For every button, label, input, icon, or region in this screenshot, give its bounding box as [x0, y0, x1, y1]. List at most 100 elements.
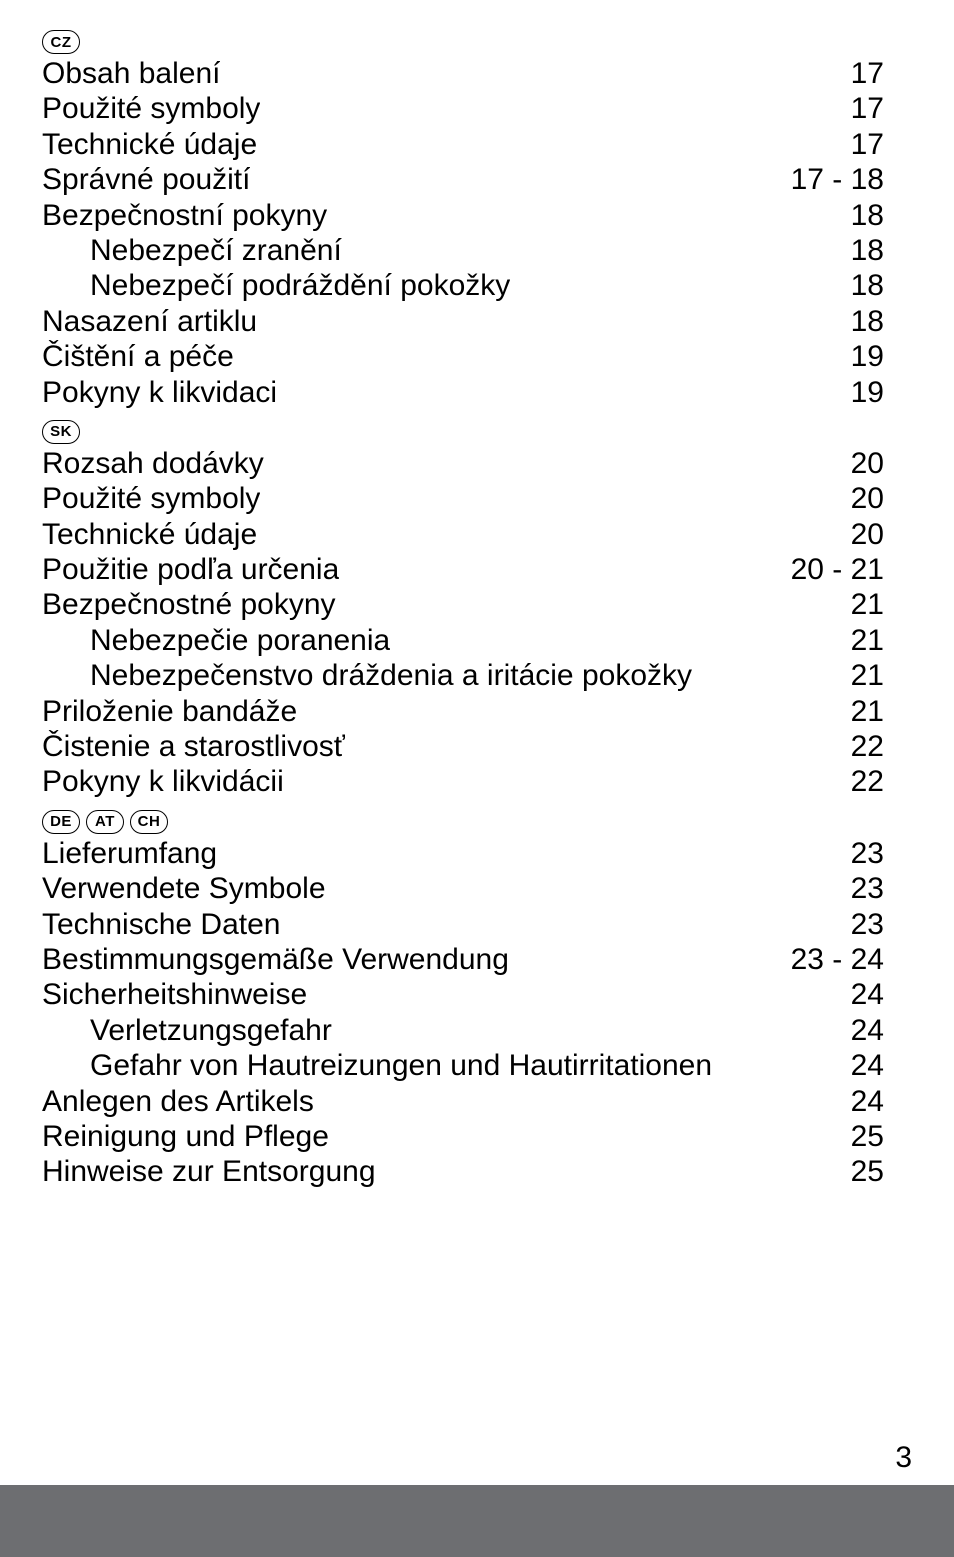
toc-label: Nasazení artiklu	[42, 304, 257, 339]
page-number: 3	[895, 1441, 912, 1475]
toc-entry: Nasazení artiklu 18	[42, 304, 884, 339]
toc-entry: Pokyny k likvidácii 22	[42, 764, 884, 799]
toc-label: Obsah balení	[42, 56, 220, 91]
toc-label: Priloženie bandáže	[42, 694, 297, 729]
toc-label: Čištění a péče	[42, 339, 234, 374]
toc-label: Nebezpečenstvo dráždenia a iritácie poko…	[42, 658, 692, 693]
toc-entry: Čištění a péče 19	[42, 339, 884, 374]
toc-entry: Bestimmungsgemäße Verwendung 23 - 24	[42, 942, 884, 977]
toc-page: 23	[839, 836, 884, 871]
toc-page: 20	[839, 446, 884, 481]
toc-page: 17	[839, 127, 884, 162]
toc-entry: Lieferumfang 23	[42, 836, 884, 871]
toc-label: Sicherheitshinweise	[42, 977, 307, 1012]
toc-label: Rozsah dodávky	[42, 446, 264, 481]
toc-entry: Technické údaje 20	[42, 517, 884, 552]
toc-page: 17	[839, 56, 884, 91]
toc-label: Použité symboly	[42, 481, 260, 516]
toc-entry: Čistenie a starostlivosť 22	[42, 729, 884, 764]
toc-label: Technické údaje	[42, 517, 257, 552]
toc-label: Anlegen des Artikels	[42, 1084, 314, 1119]
toc-entry: Technické údaje 17	[42, 127, 884, 162]
toc-page: 23	[839, 907, 884, 942]
toc-page: 24	[839, 977, 884, 1012]
toc-page: 23 - 24	[779, 942, 884, 977]
toc-label: Technické údaje	[42, 127, 257, 162]
footer-bar: 3	[0, 1485, 954, 1557]
toc-entry: Verletzungsgefahr24	[42, 1013, 884, 1048]
toc-entry: Nebezpečí podráždění pokožky 18	[42, 268, 884, 303]
toc-entry: Pokyny k likvidaci 19	[42, 375, 884, 410]
language-badges: CZ	[42, 30, 884, 54]
toc-page: 21	[839, 623, 884, 658]
toc-page: 20	[839, 517, 884, 552]
toc-page: 25	[839, 1119, 884, 1154]
badge-sk: SK	[42, 420, 80, 444]
toc-label: Použitie podľa určenia	[42, 552, 339, 587]
toc-label: Verwendete Symbole	[42, 871, 326, 906]
toc-entry: Nebezpečie poranenia 21	[42, 623, 884, 658]
toc-label: Čistenie a starostlivosť	[42, 729, 345, 764]
toc-entry: Gefahr von Hautreizungen und Hautirritat…	[42, 1048, 884, 1083]
toc-entry: Hinweise zur Entsorgung 25	[42, 1154, 884, 1189]
toc-entry: Sicherheitshinweise 24	[42, 977, 884, 1012]
toc-page: 19	[839, 339, 884, 374]
badge-ch: CH	[130, 810, 168, 834]
toc-page: 18	[839, 233, 884, 268]
toc-page: 17	[839, 91, 884, 126]
toc-label: Bezpečnostné pokyny	[42, 587, 336, 622]
toc-label: Bezpečnostní pokyny	[42, 198, 327, 233]
toc-page: 25	[839, 1154, 884, 1189]
badge-de: DE	[42, 810, 80, 834]
toc-page: 24	[839, 1048, 884, 1083]
toc-page: 19	[839, 375, 884, 410]
toc-label: Hinweise zur Entsorgung	[42, 1154, 376, 1189]
toc-label: Lieferumfang	[42, 836, 217, 871]
toc-section-sk: SK Rozsah dodávky20 Použité symboly20 Te…	[42, 420, 884, 800]
toc-page: 21	[839, 658, 884, 693]
toc-entry: Technische Daten 23	[42, 907, 884, 942]
toc-entry: Nebezpečí zranění 18	[42, 233, 884, 268]
badge-at: AT	[86, 810, 124, 834]
toc-label: Použité symboly	[42, 91, 260, 126]
toc-label: Reinigung und Pflege	[42, 1119, 329, 1154]
badge-cz: CZ	[42, 30, 80, 54]
toc-entry: Anlegen des Artikels 24	[42, 1084, 884, 1119]
toc-label: Nebezpečí zranění	[42, 233, 342, 268]
toc-entry: Použitie podľa určenia 20 - 21	[42, 552, 884, 587]
toc-page: 22	[839, 729, 884, 764]
toc-page: 18	[839, 304, 884, 339]
toc-label: Pokyny k likvidaci	[42, 375, 277, 410]
toc-page: 21	[839, 587, 884, 622]
toc-section-de-at-ch: DE AT CH Lieferumfang 23 Verwendete Symbo…	[42, 810, 884, 1190]
toc-page: 17 - 18	[779, 162, 884, 197]
toc-page: 24	[839, 1084, 884, 1119]
toc-label: Nebezpečí podráždění pokožky	[42, 268, 510, 303]
toc-entry: Reinigung und Pflege 25	[42, 1119, 884, 1154]
toc-label: Pokyny k likvidácii	[42, 764, 284, 799]
toc-section-cz: CZ Obsah balení 17 Použité symboly 17 Tech…	[42, 30, 884, 410]
toc-entry: Použité symboly 17	[42, 91, 884, 126]
toc-label: Technische Daten	[42, 907, 280, 942]
toc-label: Bestimmungsgemäße Verwendung	[42, 942, 509, 977]
toc-label: Správné použití	[42, 162, 250, 197]
toc-page: 21	[839, 694, 884, 729]
toc-page: 20 - 21	[779, 552, 884, 587]
toc-page: 18	[839, 198, 884, 233]
language-badges: DE AT CH	[42, 810, 884, 834]
toc-page: 22	[839, 764, 884, 799]
language-badges: SK	[42, 420, 884, 444]
toc-entry: Verwendete Symbole 23	[42, 871, 884, 906]
toc-entry: Nebezpečenstvo dráždenia a iritácie poko…	[42, 658, 884, 693]
page-content: CZ Obsah balení 17 Použité symboly 17 Tech…	[0, 0, 954, 1190]
toc-page: 18	[839, 268, 884, 303]
toc-entry: Bezpečnostní pokyny 18	[42, 198, 884, 233]
toc-label: Nebezpečie poranenia	[42, 623, 390, 658]
toc-entry: Bezpečnostné pokyny 21	[42, 587, 884, 622]
toc-entry: Priloženie bandáže 21	[42, 694, 884, 729]
toc-entry: Rozsah dodávky 20	[42, 446, 884, 481]
toc-entry: Obsah balení 17	[42, 56, 884, 91]
toc-page: 23	[839, 871, 884, 906]
toc-entry: Použité symboly20	[42, 481, 884, 516]
toc-label: Verletzungsgefahr	[42, 1013, 332, 1048]
